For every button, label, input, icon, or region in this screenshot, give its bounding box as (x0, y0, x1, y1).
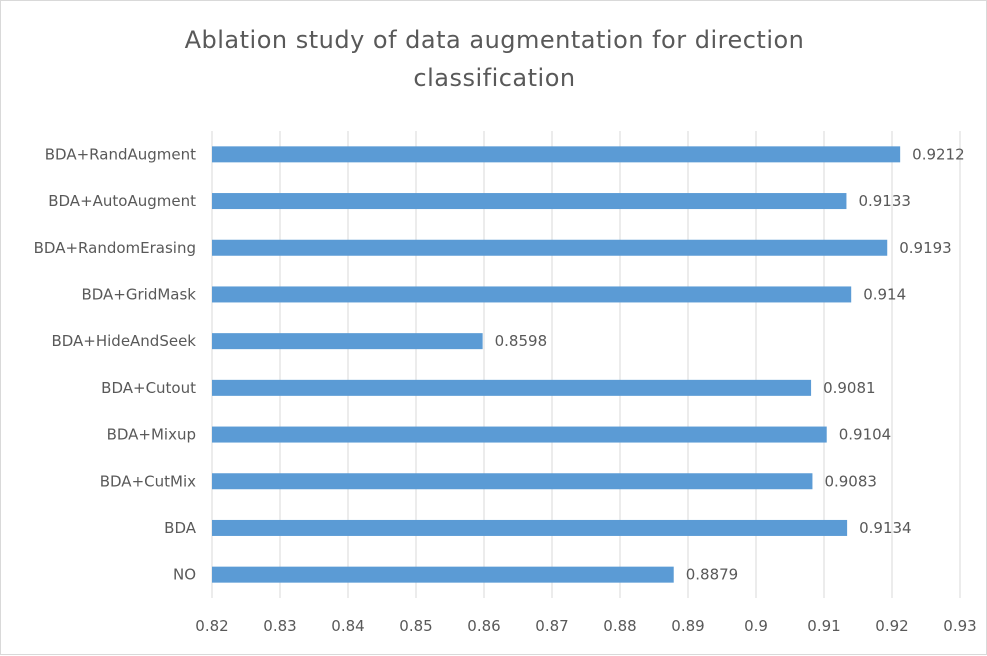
x-tick-label-2: 0.84 (331, 617, 364, 635)
x-tick-label-4: 0.86 (467, 617, 500, 635)
category-label-4: BDA+HideAndSeek (51, 332, 196, 350)
bar-5 (212, 379, 812, 396)
bar-1 (212, 193, 847, 210)
category-label-3: BDA+GridMask (81, 285, 196, 303)
chart-title-line-2: classification (413, 64, 576, 92)
bar-4 (212, 333, 483, 350)
x-tick-label-8: 0.9 (744, 617, 768, 635)
category-label-2: BDA+RandomErasing (34, 239, 196, 257)
category-label-9: NO (173, 566, 196, 584)
category-label-0: BDA+RandAugment (45, 145, 196, 163)
bar-9 (212, 566, 674, 583)
data-label-5: 0.9081 (823, 379, 876, 397)
x-tick-label-0: 0.82 (195, 617, 228, 635)
data-label-2: 0.9193 (899, 239, 952, 257)
bar-2 (212, 239, 888, 256)
data-label-8: 0.9134 (859, 519, 912, 537)
data-label-3: 0.914 (863, 285, 906, 303)
category-label-8: BDA (164, 519, 197, 537)
category-label-1: BDA+AutoAugment (48, 192, 196, 210)
x-tick-label-3: 0.85 (399, 617, 432, 635)
data-label-4: 0.8598 (495, 332, 548, 350)
chart-title-line-1: Ablation study of data augmentation for … (184, 26, 805, 54)
x-tick-label-11: 0.93 (943, 617, 976, 635)
category-label-5: BDA+Cutout (101, 379, 196, 397)
category-label-6: BDA+Mixup (107, 426, 196, 444)
x-tick-label-10: 0.92 (875, 617, 908, 635)
data-label-9: 0.8879 (686, 566, 739, 584)
x-tick-label-7: 0.89 (671, 617, 704, 635)
data-label-6: 0.9104 (839, 426, 892, 444)
bar-6 (212, 426, 827, 443)
x-tick-label-5: 0.87 (535, 617, 568, 635)
x-tick-label-1: 0.83 (263, 617, 296, 635)
data-label-7: 0.9083 (824, 472, 877, 490)
bar-0 (212, 146, 901, 163)
bar-3 (212, 286, 852, 303)
category-label-7: BDA+CutMix (100, 472, 196, 490)
chart-title: Ablation study of data augmentation for … (1, 21, 987, 97)
bar-8 (212, 519, 848, 536)
x-tick-label-9: 0.91 (807, 617, 840, 635)
x-tick-label-6: 0.88 (603, 617, 636, 635)
bar-7 (212, 473, 813, 490)
data-label-0: 0.9212 (912, 145, 965, 163)
data-label-1: 0.9133 (858, 192, 911, 210)
